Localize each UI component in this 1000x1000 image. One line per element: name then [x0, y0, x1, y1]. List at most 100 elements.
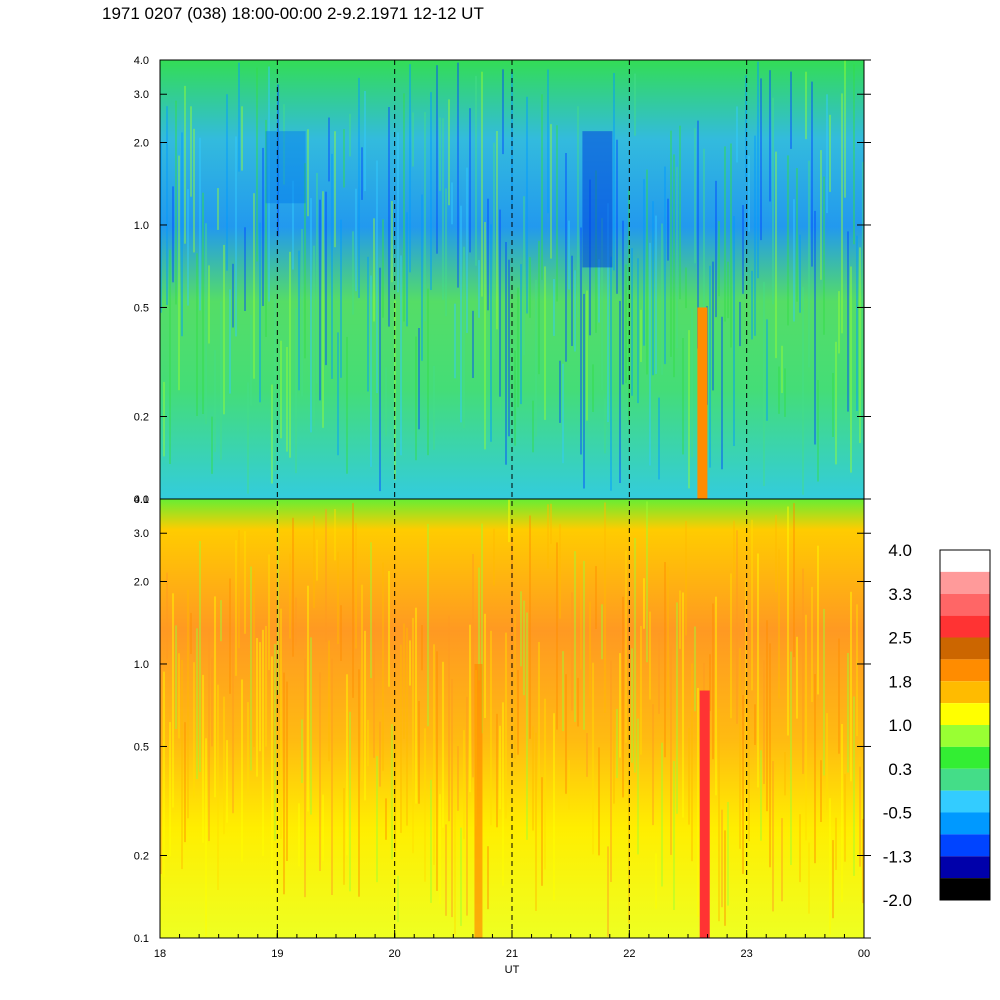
texture-stripe — [424, 112, 426, 322]
texture-stripe — [328, 640, 330, 762]
colorbar-label: -0.5 — [883, 804, 912, 823]
texture-stripe — [838, 638, 840, 754]
texture-stripe — [244, 531, 246, 634]
texture-stripe — [685, 521, 687, 636]
texture-stripe — [772, 761, 774, 912]
texture-stripe — [262, 629, 264, 856]
texture-stripe — [610, 256, 612, 491]
texture-stripe — [298, 250, 300, 391]
texture-stripe — [778, 549, 780, 699]
texture-stripe — [415, 336, 417, 461]
texture-stripe — [499, 725, 501, 810]
texture-stripe — [688, 727, 690, 825]
texture-stripe — [841, 93, 843, 334]
y-tick-label: 4.0 — [134, 55, 149, 67]
texture-stripe — [568, 220, 570, 290]
texture-stripe — [187, 189, 189, 306]
texture-stripe — [367, 719, 369, 767]
texture-stripe — [499, 209, 501, 397]
texture-stripe — [331, 153, 333, 379]
texture-stripe — [358, 669, 360, 897]
colorbar-frame — [939, 549, 991, 901]
texture-stripe — [724, 830, 726, 926]
texture-stripe — [850, 591, 852, 782]
texture-stripe — [730, 143, 732, 348]
texture-stripe — [835, 341, 837, 465]
texture-stripe — [229, 578, 231, 694]
texture-stripe — [535, 279, 537, 437]
texture-stripe — [172, 186, 174, 283]
texture-stripe — [193, 128, 195, 253]
texture-stripe — [274, 297, 276, 472]
texture-stripe — [232, 263, 234, 328]
texture-stripe — [616, 139, 618, 294]
colorbar-swatch — [940, 790, 990, 813]
texture-stripe — [625, 550, 627, 743]
texture-stripe — [250, 315, 252, 406]
texture-stripe — [802, 568, 804, 774]
texture-stripe — [730, 573, 732, 719]
colorbar-swatch — [940, 571, 990, 594]
texture-stripe — [718, 708, 720, 922]
colorbar-label: -1.3 — [883, 847, 912, 866]
texture-stripe — [322, 191, 324, 428]
texture-stripe — [343, 129, 345, 188]
texture-stripe — [763, 282, 765, 486]
y-tick-label: 0.2 — [134, 412, 149, 424]
texture-stripe — [679, 125, 681, 300]
y-axes: 4.03.02.01.00.50.20.14.03.02.01.00.50.20… — [134, 55, 871, 945]
y-tick-label: 2.0 — [134, 576, 149, 588]
texture-stripe — [514, 613, 516, 759]
texture-stripe — [754, 704, 756, 745]
upper-orange-column — [697, 307, 708, 499]
texture-stripe — [301, 229, 303, 397]
texture-stripe — [592, 364, 594, 412]
texture-stripe — [646, 169, 648, 375]
texture-stripe — [466, 167, 468, 333]
texture-stripe — [793, 199, 795, 322]
x-axis-label: UT — [505, 964, 520, 976]
texture-stripe — [448, 615, 450, 822]
texture-stripe — [550, 503, 552, 544]
texture-stripe — [532, 400, 534, 453]
texture-stripe — [349, 711, 351, 892]
texture-stripe — [250, 566, 252, 771]
texture-stripe — [478, 260, 480, 318]
texture-stripe — [496, 131, 498, 330]
texture-stripe — [580, 227, 582, 455]
texture-stripe — [391, 201, 393, 283]
x-tick-label: 00 — [858, 948, 870, 960]
texture-stripe — [322, 794, 324, 862]
x-tick-label: 20 — [389, 948, 401, 960]
texture-stripe — [592, 662, 594, 855]
texture-stripe — [562, 651, 564, 732]
texture-stripe — [340, 219, 342, 378]
texture-stripe — [637, 258, 639, 404]
texture-stripe — [652, 704, 654, 826]
texture-stripe — [715, 180, 717, 318]
texture-stripe — [832, 840, 834, 919]
texture-stripe — [751, 270, 753, 340]
texture-stripe — [424, 728, 426, 882]
texture-stripe — [412, 617, 414, 854]
texture-stripe — [169, 722, 171, 857]
texture-stripe — [205, 738, 207, 937]
colorbar-swatch — [940, 834, 990, 857]
texture-stripe — [373, 621, 375, 758]
texture-stripe — [295, 308, 297, 474]
texture-stripe — [178, 155, 180, 391]
texture-stripe — [310, 637, 312, 815]
texture-stripe — [364, 91, 366, 192]
texture-stripe — [358, 77, 360, 298]
texture-stripe — [670, 130, 672, 357]
texture-stripe — [316, 539, 318, 581]
y-tick-label: 1.0 — [134, 220, 149, 232]
texture-stripe — [622, 220, 624, 385]
texture-stripe — [517, 287, 519, 408]
texture-stripe — [709, 654, 711, 712]
texture-stripe — [835, 817, 837, 870]
texture-stripe — [163, 381, 165, 457]
upper-dark-blue-region — [582, 131, 613, 268]
texture-stripe — [208, 628, 210, 842]
texture-stripe — [331, 658, 333, 895]
